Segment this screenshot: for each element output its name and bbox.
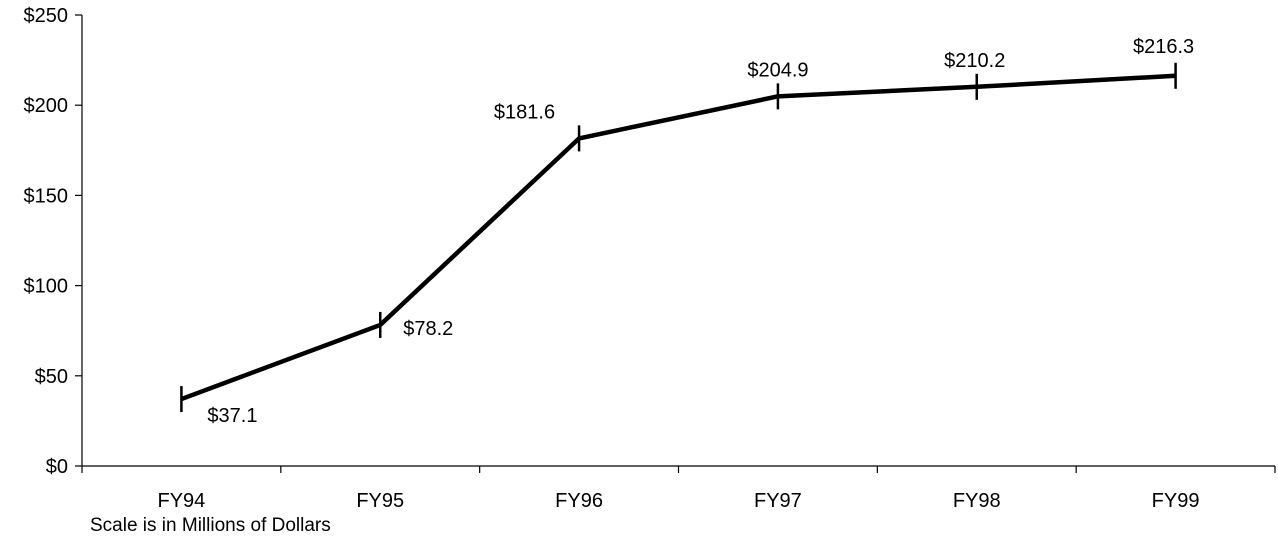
series-line [180, 73, 1176, 402]
data-label: $216.3 [1133, 36, 1194, 58]
data-label: $204.9 [747, 59, 808, 81]
series-line-group [180, 62, 1177, 413]
y-tick-label: $100 [24, 276, 69, 298]
data-label: $78.2 [403, 318, 453, 340]
y-tick-label: $200 [24, 95, 69, 117]
scale-note: Scale is in Millions of Dollars [90, 515, 331, 536]
data-labels: $37.1 $78.2 $181.6 $204.9 $210.2 $216.3 [207, 36, 1194, 427]
x-tick-label: FY99 [1152, 490, 1200, 512]
x-tick-label: FY95 [356, 490, 404, 512]
y-axis-ticks: $0 $50 $100 $150 $200 $250 [24, 5, 82, 478]
data-label: $37.1 [207, 405, 257, 427]
y-tick-label: $250 [24, 5, 69, 27]
x-tick-label: FY98 [953, 490, 1001, 512]
data-label: $210.2 [944, 50, 1005, 72]
y-tick-label: $0 [46, 456, 68, 478]
chart-axes [81, 15, 1275, 467]
y-tick-label: $50 [35, 366, 68, 388]
data-label: $181.6 [494, 101, 555, 123]
x-axis-ticks: FY94 FY95 FY96 FY97 FY98 FY99 [81, 466, 1276, 512]
x-tick-label: FY97 [754, 490, 802, 512]
x-tick-label: FY94 [158, 490, 206, 512]
y-tick-label: $150 [24, 185, 69, 207]
x-tick-label: FY96 [555, 490, 603, 512]
